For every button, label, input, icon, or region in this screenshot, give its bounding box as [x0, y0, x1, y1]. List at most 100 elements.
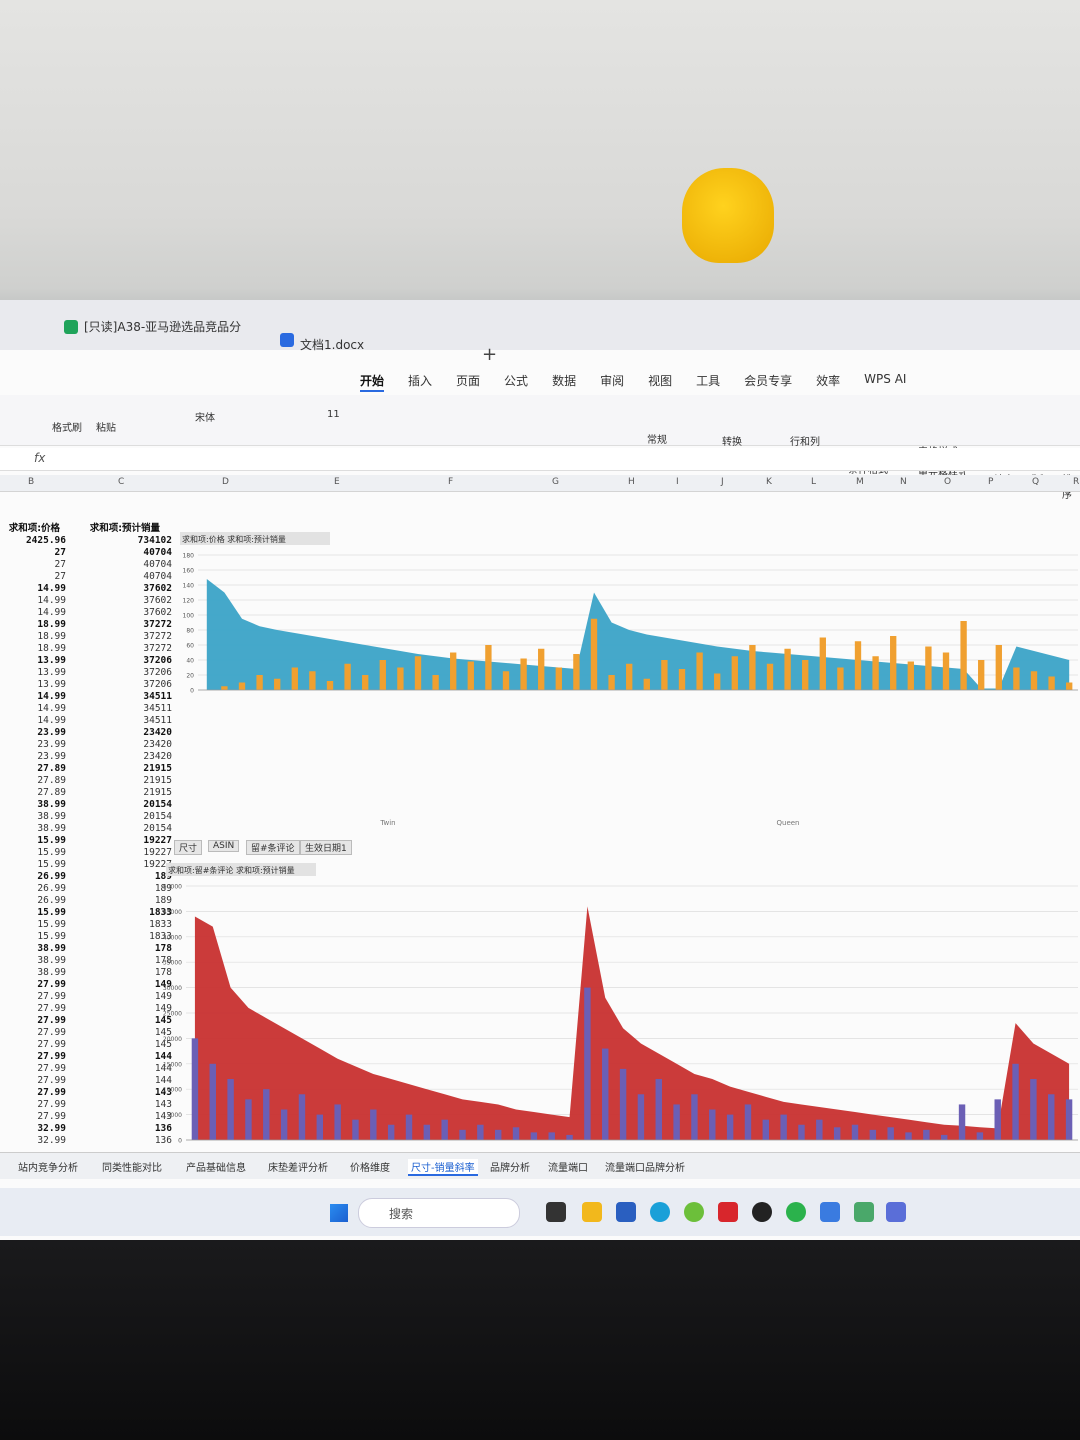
- chart: 求和项:留#条评论 求和项:预计销量 0 5000 10000 15000 20000 25…: [163, 863, 1078, 1145]
- table-cell: 2425.96: [25, 535, 66, 546]
- table-cell: 38.99: [37, 799, 66, 810]
- bar: [370, 1109, 377, 1140]
- bar: [744, 1104, 752, 1140]
- column-letter: J: [721, 477, 724, 487]
- ribbon-button[interactable]: 常规: [647, 435, 667, 446]
- filter-button[interactable]: ASIN: [208, 840, 240, 852]
- ribbon-button[interactable]: 单元格样式: [918, 465, 968, 480]
- new-tab-button[interactable]: +: [482, 344, 498, 365]
- ribbon-button[interactable]: 转换: [722, 437, 742, 448]
- ribbon-tab[interactable]: 公式: [504, 374, 529, 388]
- sheet-tab[interactable]: 同类性能对比: [102, 1163, 162, 1174]
- app-icon[interactable]: [786, 1202, 806, 1222]
- bar: [726, 1114, 734, 1140]
- ribbon-button[interactable]: 行和列: [790, 437, 820, 448]
- bar: [584, 987, 591, 1140]
- ribbon-button[interactable]: 11: [327, 409, 340, 420]
- app-icon[interactable]: [718, 1202, 738, 1222]
- bar: [637, 1094, 645, 1140]
- filter-button[interactable]: 留#条评论: [246, 840, 300, 855]
- sheet-tab[interactable]: 品牌分析: [490, 1163, 530, 1174]
- y-tick-label: 10000: [163, 1087, 182, 1094]
- app-icon[interactable]: [546, 1202, 566, 1222]
- bar: [905, 1132, 912, 1140]
- column-letter: M: [856, 477, 864, 487]
- y-tick-label: 30000: [163, 985, 182, 992]
- y-tick-label: 40000: [163, 934, 182, 941]
- search-box[interactable]: 搜索: [358, 1198, 520, 1228]
- bar: [405, 1114, 413, 1140]
- area: [206, 579, 1070, 690]
- ribbon-tab[interactable]: 效率: [816, 374, 841, 388]
- sheet-tab[interactable]: 尺寸-销量斜率: [408, 1159, 478, 1176]
- column-letter: K: [766, 477, 772, 487]
- sheet-tab[interactable]: 流量端口: [548, 1163, 588, 1174]
- table-cell: 14.99: [37, 595, 66, 606]
- ribbon-tab[interactable]: 开始: [360, 372, 385, 392]
- app-icon[interactable]: [752, 1202, 772, 1222]
- table-header: 求和项:价格: [8, 523, 60, 534]
- table-cell: 27: [54, 571, 66, 582]
- sheet-tab[interactable]: 产品基础信息: [186, 1163, 246, 1174]
- bar: [485, 645, 492, 690]
- start-button[interactable]: [330, 1204, 348, 1222]
- table-cell: 178: [154, 955, 172, 966]
- table-cell: 734102: [137, 535, 172, 546]
- ribbon-tab[interactable]: 插入: [408, 374, 433, 388]
- table-cell: 37602: [143, 595, 172, 606]
- bar: [209, 1063, 216, 1140]
- app-icon[interactable]: [616, 1202, 636, 1222]
- ribbon-button[interactable]: 宋体: [195, 413, 215, 424]
- rubber-duck: [682, 168, 774, 263]
- ribbon-tab[interactable]: 会员专享: [744, 374, 793, 388]
- ribbon-tab[interactable]: 审阅: [600, 374, 625, 388]
- ribbon-tab[interactable]: 数据: [552, 374, 577, 388]
- ribbon-tab[interactable]: WPS AI: [864, 372, 907, 386]
- bar: [280, 1109, 288, 1140]
- bar: [397, 667, 404, 690]
- bar: [798, 1124, 805, 1140]
- app-icon[interactable]: [820, 1202, 840, 1222]
- sheet-tab[interactable]: 流量端口品牌分析: [605, 1163, 685, 1174]
- app-icon[interactable]: [582, 1202, 602, 1222]
- table-cell: 26.99: [37, 883, 66, 894]
- table-cell: 14.99: [37, 703, 66, 714]
- column-letter: L: [811, 477, 817, 487]
- column-letter: N: [900, 477, 907, 487]
- bar: [1066, 682, 1073, 690]
- table-cell: 27.99: [37, 1015, 66, 1026]
- table-cell: 143: [154, 1099, 172, 1110]
- app-icon[interactable]: [684, 1202, 704, 1222]
- group-label: Queen: [777, 819, 800, 827]
- window-tab[interactable]: 文档1.docx: [300, 338, 365, 352]
- app-icon[interactable]: [854, 1202, 874, 1222]
- bar: [851, 1124, 859, 1140]
- window-tab[interactable]: [只读]A38-亚马逊选品竞品分: [84, 320, 242, 334]
- app-icon[interactable]: [650, 1202, 670, 1222]
- table-cell: 1833: [149, 919, 172, 930]
- bar: [678, 669, 686, 690]
- filter-button[interactable]: 生效日期1: [300, 840, 352, 855]
- table-cell: 19227: [143, 835, 172, 846]
- ribbon-tab[interactable]: 视图: [648, 374, 673, 388]
- ribbon-tab[interactable]: 页面: [456, 374, 481, 388]
- sheet-tab[interactable]: 站内竞争分析: [18, 1163, 78, 1174]
- column-letter: P: [988, 477, 994, 487]
- sheet-tab[interactable]: 价格维度: [350, 1163, 390, 1174]
- column-letter: F: [448, 477, 454, 487]
- y-tick-label: 0: [178, 1138, 182, 1145]
- sheet-tab[interactable]: 床垫差评分析: [268, 1163, 328, 1174]
- table-cell: 38.99: [37, 967, 66, 978]
- bar: [538, 648, 545, 690]
- bar: [326, 681, 334, 690]
- bar: [191, 1038, 199, 1140]
- ribbon-button[interactable]: 粘贴: [96, 423, 116, 434]
- bar: [673, 1104, 680, 1140]
- filter-button[interactable]: 尺寸: [174, 840, 203, 855]
- ribbon-tab[interactable]: 工具: [696, 374, 721, 388]
- ribbon-button[interactable]: 格式刷: [52, 423, 82, 434]
- app-icon[interactable]: [886, 1202, 906, 1222]
- y-tick-label: 80: [186, 628, 194, 635]
- bar: [520, 658, 527, 690]
- bar: [362, 675, 369, 690]
